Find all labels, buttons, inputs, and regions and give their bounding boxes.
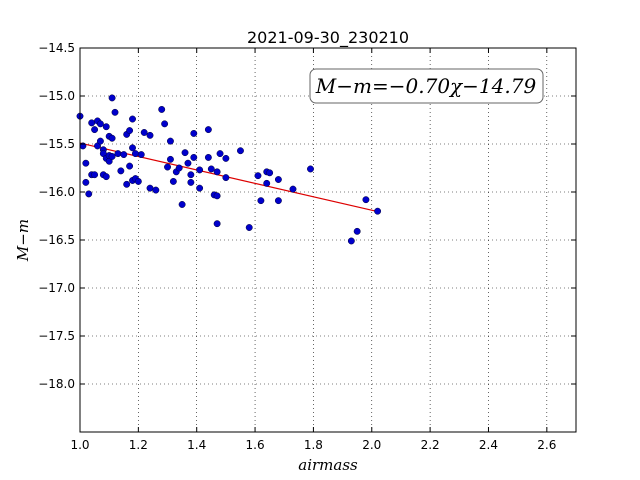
data-point — [108, 134, 116, 142]
grid-lines — [79, 47, 576, 432]
data-point — [307, 165, 314, 173]
data-point — [158, 105, 166, 113]
data-point — [347, 237, 355, 245]
x-tick-label: 1.2 — [129, 438, 148, 452]
x-tick-label: 2.2 — [421, 438, 440, 452]
data-point — [178, 201, 186, 208]
y-tick-label: −16.0 — [38, 185, 75, 199]
data-point — [196, 184, 204, 192]
data-point — [169, 177, 177, 185]
y-tick-label: −15.5 — [38, 137, 75, 151]
chart-title: 2021-09-30_230210 — [247, 28, 409, 48]
data-point — [263, 179, 271, 187]
y-axis-label: M−m — [14, 219, 32, 262]
data-point — [190, 129, 198, 137]
data-point — [213, 220, 221, 228]
data-point — [204, 126, 212, 134]
scatter-points — [76, 94, 382, 245]
data-point — [140, 129, 148, 136]
data-point — [266, 169, 274, 177]
y-tick-label: −17.0 — [38, 281, 75, 295]
data-point — [111, 108, 119, 116]
data-point — [126, 127, 134, 135]
data-point — [187, 178, 195, 186]
data-point — [222, 154, 230, 162]
data-point — [108, 94, 116, 102]
data-point — [91, 171, 99, 179]
data-point — [102, 123, 110, 131]
data-point — [114, 150, 122, 158]
data-point — [108, 153, 116, 160]
data-point — [88, 119, 96, 127]
data-point — [166, 137, 174, 145]
y-tick-label: −15.0 — [38, 89, 75, 103]
data-point — [164, 163, 171, 171]
data-point — [161, 120, 169, 128]
data-point — [187, 171, 195, 179]
data-point — [374, 207, 382, 215]
data-point — [204, 153, 212, 161]
x-axis-ticks: 1.0 1.2 1.4 1.6 1.8 2.0 2.2 2.4 2.6 — [70, 48, 556, 452]
data-point — [213, 192, 221, 200]
y-tick-label: −17.5 — [38, 329, 75, 343]
data-point — [102, 173, 110, 181]
data-point — [257, 197, 265, 205]
data-point — [120, 151, 128, 159]
fit-equation-box: M−m=−0.70χ−14.79 — [309, 68, 544, 104]
data-point — [274, 197, 282, 205]
x-tick-label: 2.0 — [362, 438, 381, 452]
y-tick-label: −16.5 — [38, 233, 75, 247]
data-point — [129, 115, 136, 123]
y-axis-ticks: −18.0 −17.5 −17.0 −16.5 −16.0 −15.5 −15.0 −14.5 — [38, 41, 576, 391]
data-point — [96, 137, 104, 145]
annotation-box — [309, 68, 544, 104]
x-tick-label: 2.4 — [479, 438, 498, 452]
y-tick-label: −18.0 — [38, 377, 75, 391]
data-point — [216, 150, 224, 158]
data-point — [131, 150, 139, 158]
x-tick-label: 1.4 — [187, 438, 206, 452]
data-point — [152, 186, 160, 194]
x-axis-label: airmass — [298, 456, 358, 474]
data-point — [123, 180, 131, 188]
data-point — [126, 162, 134, 170]
data-point — [289, 185, 297, 193]
x-tick-label: 1.0 — [70, 438, 89, 452]
data-point — [146, 184, 154, 192]
data-point — [82, 178, 90, 186]
data-point — [190, 153, 198, 161]
data-point — [96, 120, 104, 128]
data-point — [166, 155, 174, 163]
fit-equation-text: M−m=−0.70χ−14.79 — [315, 74, 537, 98]
data-point — [146, 131, 154, 139]
data-point — [181, 149, 189, 157]
data-point — [85, 190, 93, 198]
data-point — [222, 174, 230, 182]
data-point — [245, 224, 253, 231]
x-tick-label: 1.8 — [304, 438, 323, 452]
data-point — [353, 227, 361, 235]
data-point — [137, 151, 145, 159]
data-point — [207, 165, 215, 173]
data-point — [117, 167, 125, 175]
x-tick-label: 1.6 — [246, 438, 265, 452]
y-tick-label: −14.5 — [38, 41, 75, 55]
data-point — [129, 144, 136, 152]
data-point — [175, 164, 183, 172]
data-point — [82, 159, 90, 167]
data-point — [274, 176, 282, 183]
data-point — [196, 166, 204, 174]
data-point — [91, 126, 99, 134]
data-point — [134, 177, 142, 185]
x-tick-label: 2.6 — [537, 438, 556, 452]
data-point — [254, 172, 262, 180]
data-point — [237, 147, 244, 155]
data-point — [213, 168, 221, 176]
data-point — [362, 196, 370, 204]
data-point — [184, 159, 192, 167]
